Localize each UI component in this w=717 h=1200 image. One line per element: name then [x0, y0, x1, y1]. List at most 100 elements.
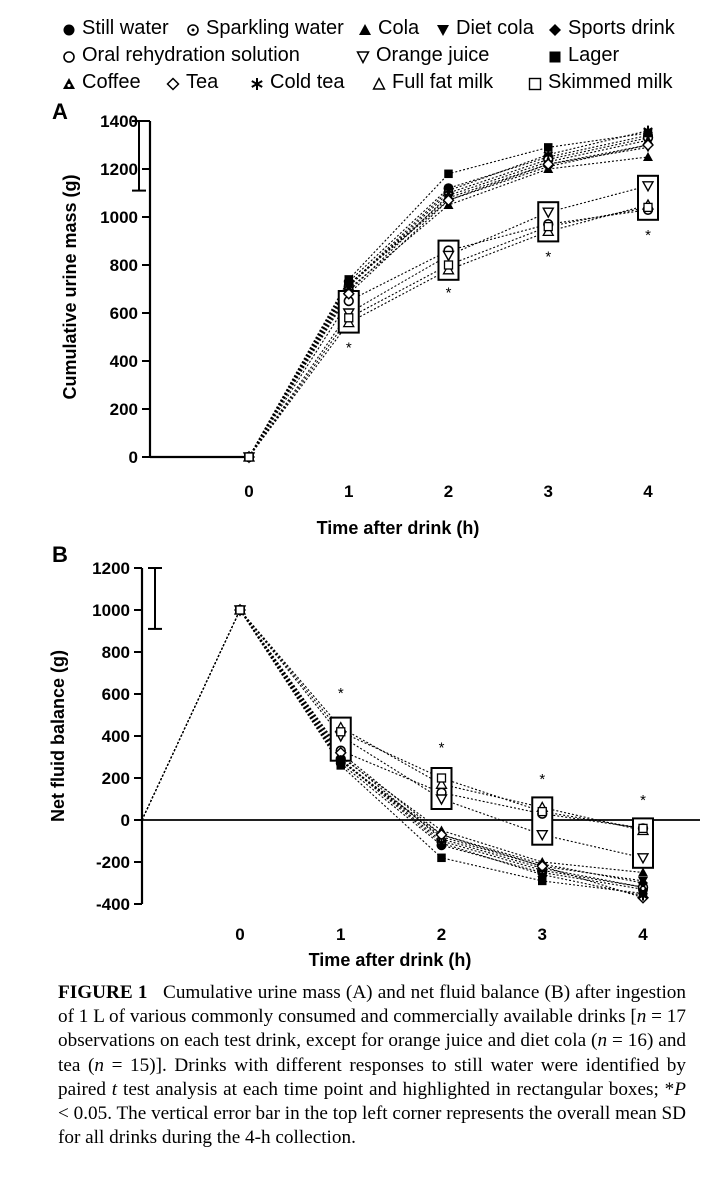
caption-text-2: = 17 observations on each test drink, ex…	[58, 1006, 686, 1052]
panel-b-marker-coffee-tri	[638, 882, 648, 892]
panel-b-line-skimmed-milk	[141, 608, 644, 829]
panel-a-x-tick-label: 2	[444, 482, 453, 501]
legend-item-diet-cola: Diet cola	[436, 16, 534, 40]
caption-label: FIGURE 1	[58, 982, 148, 1003]
circle-dot-icon	[187, 24, 199, 36]
panel-b-marker-lager	[437, 853, 446, 863]
panel-b-significance-asterisk: *	[439, 740, 445, 757]
chart-legend: Still water Sparkling water Cola Diet co…	[0, 0, 717, 100]
panel-b-y-tick-label: -400	[96, 895, 130, 914]
panel-a-significance-asterisk: *	[545, 248, 551, 265]
panel-b-line-tea	[141, 608, 644, 899]
chart-panel-a: A 0 200 400 600 800 1000 1200 1400 0 1 2 3 4 Time afte…	[52, 99, 659, 538]
panel-a-sd-error-bar	[132, 120, 146, 192]
panel-b-line-full-fat-milk	[141, 608, 644, 832]
legend-item-cold-tea: Cold tea	[250, 70, 345, 94]
panel-a-marker-orange-juice	[641, 181, 655, 193]
panel-b-line-sparkling-water	[141, 608, 644, 888]
panel-a-x-tick-label: 0	[244, 482, 253, 501]
triangle-down-filled-icon	[437, 25, 449, 36]
panel-a-marker-tea	[642, 139, 654, 151]
caption-text-1: Cumulative urine mass (A) and net fluid …	[58, 982, 686, 1028]
legend-item-sports-drink: Sports drink	[548, 16, 675, 40]
panel-b-marker-skimmed-milk	[336, 727, 346, 737]
panel-a-y-axis-title: Cumulative urine mass (g)	[60, 174, 80, 399]
panel-a-marker-orange-juice	[542, 207, 555, 219]
panel-a-x-tick-label: 1	[344, 482, 353, 501]
caption-text-6: < 0.05. The vertical error bar in the to…	[58, 1103, 686, 1149]
panel-a-marker-skimmed-milk	[244, 452, 254, 462]
panel-a-y-tick-label: 1400	[100, 112, 138, 131]
asterisk-icon	[251, 78, 263, 90]
panel-a-marker-lager	[444, 169, 453, 179]
panel-b-marker-cold-tea	[638, 890, 648, 901]
panel-b-marker-cola	[638, 867, 648, 877]
panel-a-marker-cold-tea-d2	[443, 187, 454, 194]
legend-item-lager: Lager	[548, 43, 619, 67]
figure-caption: FIGURE 1 Cumulative urine mass (A) and n…	[58, 981, 686, 1150]
panel-b-marker-full-fat-milk	[435, 777, 448, 789]
caption-n2: n	[597, 1030, 608, 1052]
panel-a-letter: A	[52, 99, 68, 124]
panel-b-marker-cold-tea-d2	[638, 892, 648, 899]
panel-a-y-tick-label: 0	[129, 448, 138, 467]
legend-item-ors: Oral rehydration solution	[62, 43, 300, 67]
panel-a-line-still-water	[248, 134, 649, 458]
square-open-icon	[528, 77, 542, 91]
diamond-filled-icon	[549, 24, 561, 36]
panel-a-marker-cold-tea	[543, 149, 554, 160]
panel-b-significance-box	[531, 796, 554, 846]
panel-a-y-tick-label: 400	[110, 352, 138, 371]
panel-a-marker-skimmed-milk	[443, 260, 454, 270]
panel-b-marker-lager	[336, 761, 345, 770]
panel-a-marker-tea	[342, 287, 355, 300]
caption-p: P	[674, 1078, 686, 1100]
legend-item-skimmed-milk: Skimmed milk	[528, 70, 672, 94]
diamond-open-icon	[166, 77, 180, 91]
circle-open-icon	[63, 51, 75, 63]
panel-a-line-sparkling-water	[248, 137, 649, 458]
panel-a-y-tick-label: 1000	[100, 208, 138, 227]
panel-b-y-tick-label: 0	[121, 811, 130, 830]
panel-a-significance-asterisk: *	[645, 227, 651, 244]
triangle-filled-icon	[359, 24, 371, 35]
panel-a-x-tick-label: 4	[643, 482, 653, 501]
caption-n3: n	[94, 1054, 104, 1076]
panel-b-line-still-water	[141, 608, 644, 890]
panel-b-series-markers	[233, 603, 650, 904]
panel-a-marker-cola	[643, 152, 653, 161]
legend-item-sparkling-water: Sparkling water	[186, 16, 344, 40]
panel-b-marker-orange-juice	[636, 853, 650, 865]
panel-b-marker-skimmed-milk	[235, 605, 245, 615]
panel-a-marker-cold-tea-d2	[543, 151, 554, 158]
panel-b-significance-asterisk: *	[640, 792, 646, 809]
panel-b-marker-cold-tea-d2	[335, 756, 346, 764]
legend-item-still-water: Still water	[62, 16, 169, 40]
panel-a-y-tick-label: 800	[110, 256, 138, 275]
panel-b-marker-lager	[538, 876, 547, 886]
panel-b-line-lager	[141, 608, 644, 895]
panel-a-marker-cold-tea	[643, 125, 653, 136]
panel-b-marker-coffee-dot	[641, 886, 645, 890]
panel-b-letter: B	[52, 542, 68, 567]
caption-text-5: test analysis at each time point and hig…	[117, 1078, 675, 1100]
panel-b-marker-orange-juice	[435, 794, 448, 806]
panel-a-marker-cold-tea	[443, 185, 454, 196]
panel-b-marker-cold-tea-d2	[436, 839, 447, 847]
panel-a-y-tick-label: 200	[110, 400, 138, 419]
panel-a-line-coffee	[248, 139, 649, 458]
panel-b-line-cola	[141, 608, 644, 874]
panel-b-marker-orange-juice	[536, 830, 549, 842]
panel-b-series-lines	[141, 608, 644, 899]
panel-b-marker-cold-tea	[537, 869, 548, 880]
panel-b-marker-cold-tea	[436, 838, 447, 849]
panel-b-x-axis-title: Time after drink (h)	[309, 950, 472, 970]
panel-a-marker-skimmed-milk	[344, 313, 354, 323]
panel-b-x-tick-label: 4	[638, 925, 648, 944]
panel-b-x-tick-label: 1	[336, 925, 345, 944]
legend-item-tea: Tea	[166, 70, 218, 94]
panel-b-marker-cold-tea	[335, 755, 346, 766]
panel-a-x-axis-title: Time after drink (h)	[317, 518, 480, 538]
panel-b-marker-skimmed-milk	[436, 773, 447, 783]
square-filled-icon	[549, 51, 561, 63]
